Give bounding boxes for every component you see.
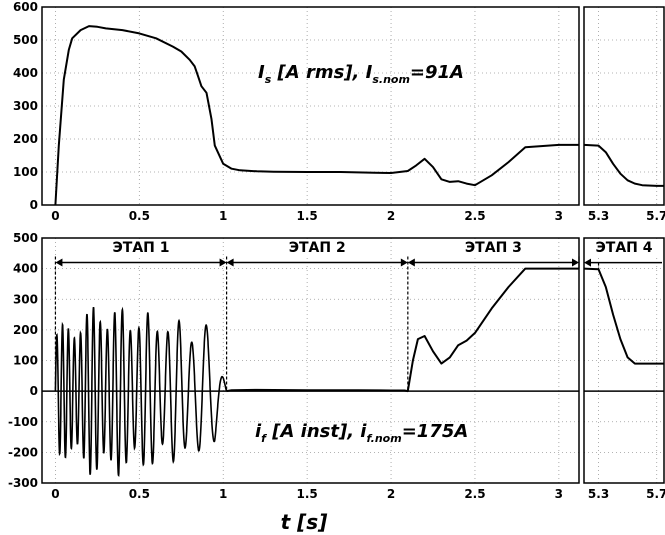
stage-label-bg [110,239,173,255]
bottom-main-ytick-label: 200 [13,323,38,337]
top-main-ytick-label: 600 [13,0,38,14]
bottom-main-xtick-label: 2 [387,487,395,501]
bottom-right-xtick-label: 5.7 [646,487,665,501]
stage-label: ЭТАП 2 [289,240,346,256]
stage-arrowhead-right [572,258,579,267]
stage-label-bg [462,239,525,255]
bottom-main-xtick-label: 0.5 [129,487,150,501]
stage-label: ЭТАП 1 [113,240,170,256]
top-main-annotation: Is [A rms], Is.nom=91A [258,62,464,86]
annotation-part: =91A [410,62,464,83]
top-main-series-line-0 [54,25,579,206]
annotation-part: =175A [402,421,469,442]
stage-label-bg [286,239,349,255]
bottom-main-ytick-label: 500 [13,231,38,245]
bottom-main-xtick-label: 1 [219,487,227,501]
bottom-main-ytick-label: 100 [13,354,38,368]
bottom-main-xtick-label: 1.5 [297,487,318,501]
top-right-series-line-0 [583,143,664,187]
bottom-right-frame [583,237,665,484]
stage-arrowhead-left [55,258,63,267]
bottom-main-ytick-label: 0 [30,384,38,398]
top-main-ytick-label: 300 [13,99,38,113]
top-main-ytick-label: 0 [30,198,38,212]
annotation-part: f [261,432,267,445]
top-right-xtick-label: 5.3 [588,209,609,223]
bottom-main-ytick-label: -300 [8,476,38,490]
top-main-xtick-label: 3 [555,209,563,223]
bottom-main-ytick-label: -200 [8,445,38,459]
top-main-xtick-label: 1 [219,209,227,223]
stage-label-bg [585,239,663,255]
annotation-part: s [265,73,272,86]
annotation-part: f.nom [366,432,401,445]
top-right-frame [583,6,665,206]
frame-layer [41,6,665,484]
bottom-right-series-line-0 [583,267,664,365]
annotation-part: [A inst], i [266,421,367,442]
bottom-right-xtick-label: 5.3 [588,487,609,501]
top-main-ytick-label: 400 [13,66,38,80]
top-right-xtick-label: 5.7 [646,209,665,223]
top-main-xtick-label: 2.5 [464,209,485,223]
top-main-ytick-label: 200 [13,132,38,146]
x-axis-title: t [s] [281,510,328,534]
annotation-part: I [258,62,265,83]
stage-arrowhead-right [400,258,408,267]
bottom-main-xtick-label: 3 [555,487,563,501]
bottom-main-ytick-label: -100 [8,415,38,429]
annotation-part: i [255,421,262,442]
stage-arrowhead-right [219,258,227,267]
bottom-main-xtick-label: 0 [51,487,59,501]
bottom-main-series-line-0 [226,267,579,393]
stage-arrowhead-left [226,258,234,267]
bottom-main-ytick-label: 300 [13,292,38,306]
stage-label: ЭТАП 4 [596,240,653,256]
bottom-main-ytick-label: 400 [13,262,38,276]
annotation-part: [A rms], I [271,62,372,83]
annotation-part: s.nom [372,73,410,86]
stage-label: ЭТАП 3 [465,240,522,256]
top-main-ytick-label: 100 [13,165,38,179]
stage-markers-layer: ЭТАП 1 ЭТАП 2 ЭТАП 3 ЭТАП 4 [54,239,663,392]
bottom-main-frame [41,237,580,484]
bottom-main-annotation: if [A inst], if.nom=175A [255,421,468,445]
top-main-frame [41,6,580,206]
stage-arrowhead-left [407,258,415,267]
top-main-ytick-label: 500 [13,33,38,47]
bottom-main-oscillation-line [54,306,228,477]
top-main-xtick-label: 2 [387,209,395,223]
annotations-layer: Is [A rms], Is.nom=91A if [A inst], if.no… [255,62,468,534]
top-main-xtick-label: 0.5 [129,209,150,223]
bottom-main-xtick-label: 2.5 [464,487,485,501]
series-layer [42,25,664,477]
stage-arrowhead-left [584,258,591,267]
top-main-xtick-label: 0 [51,209,59,223]
top-main-xtick-label: 1.5 [297,209,318,223]
